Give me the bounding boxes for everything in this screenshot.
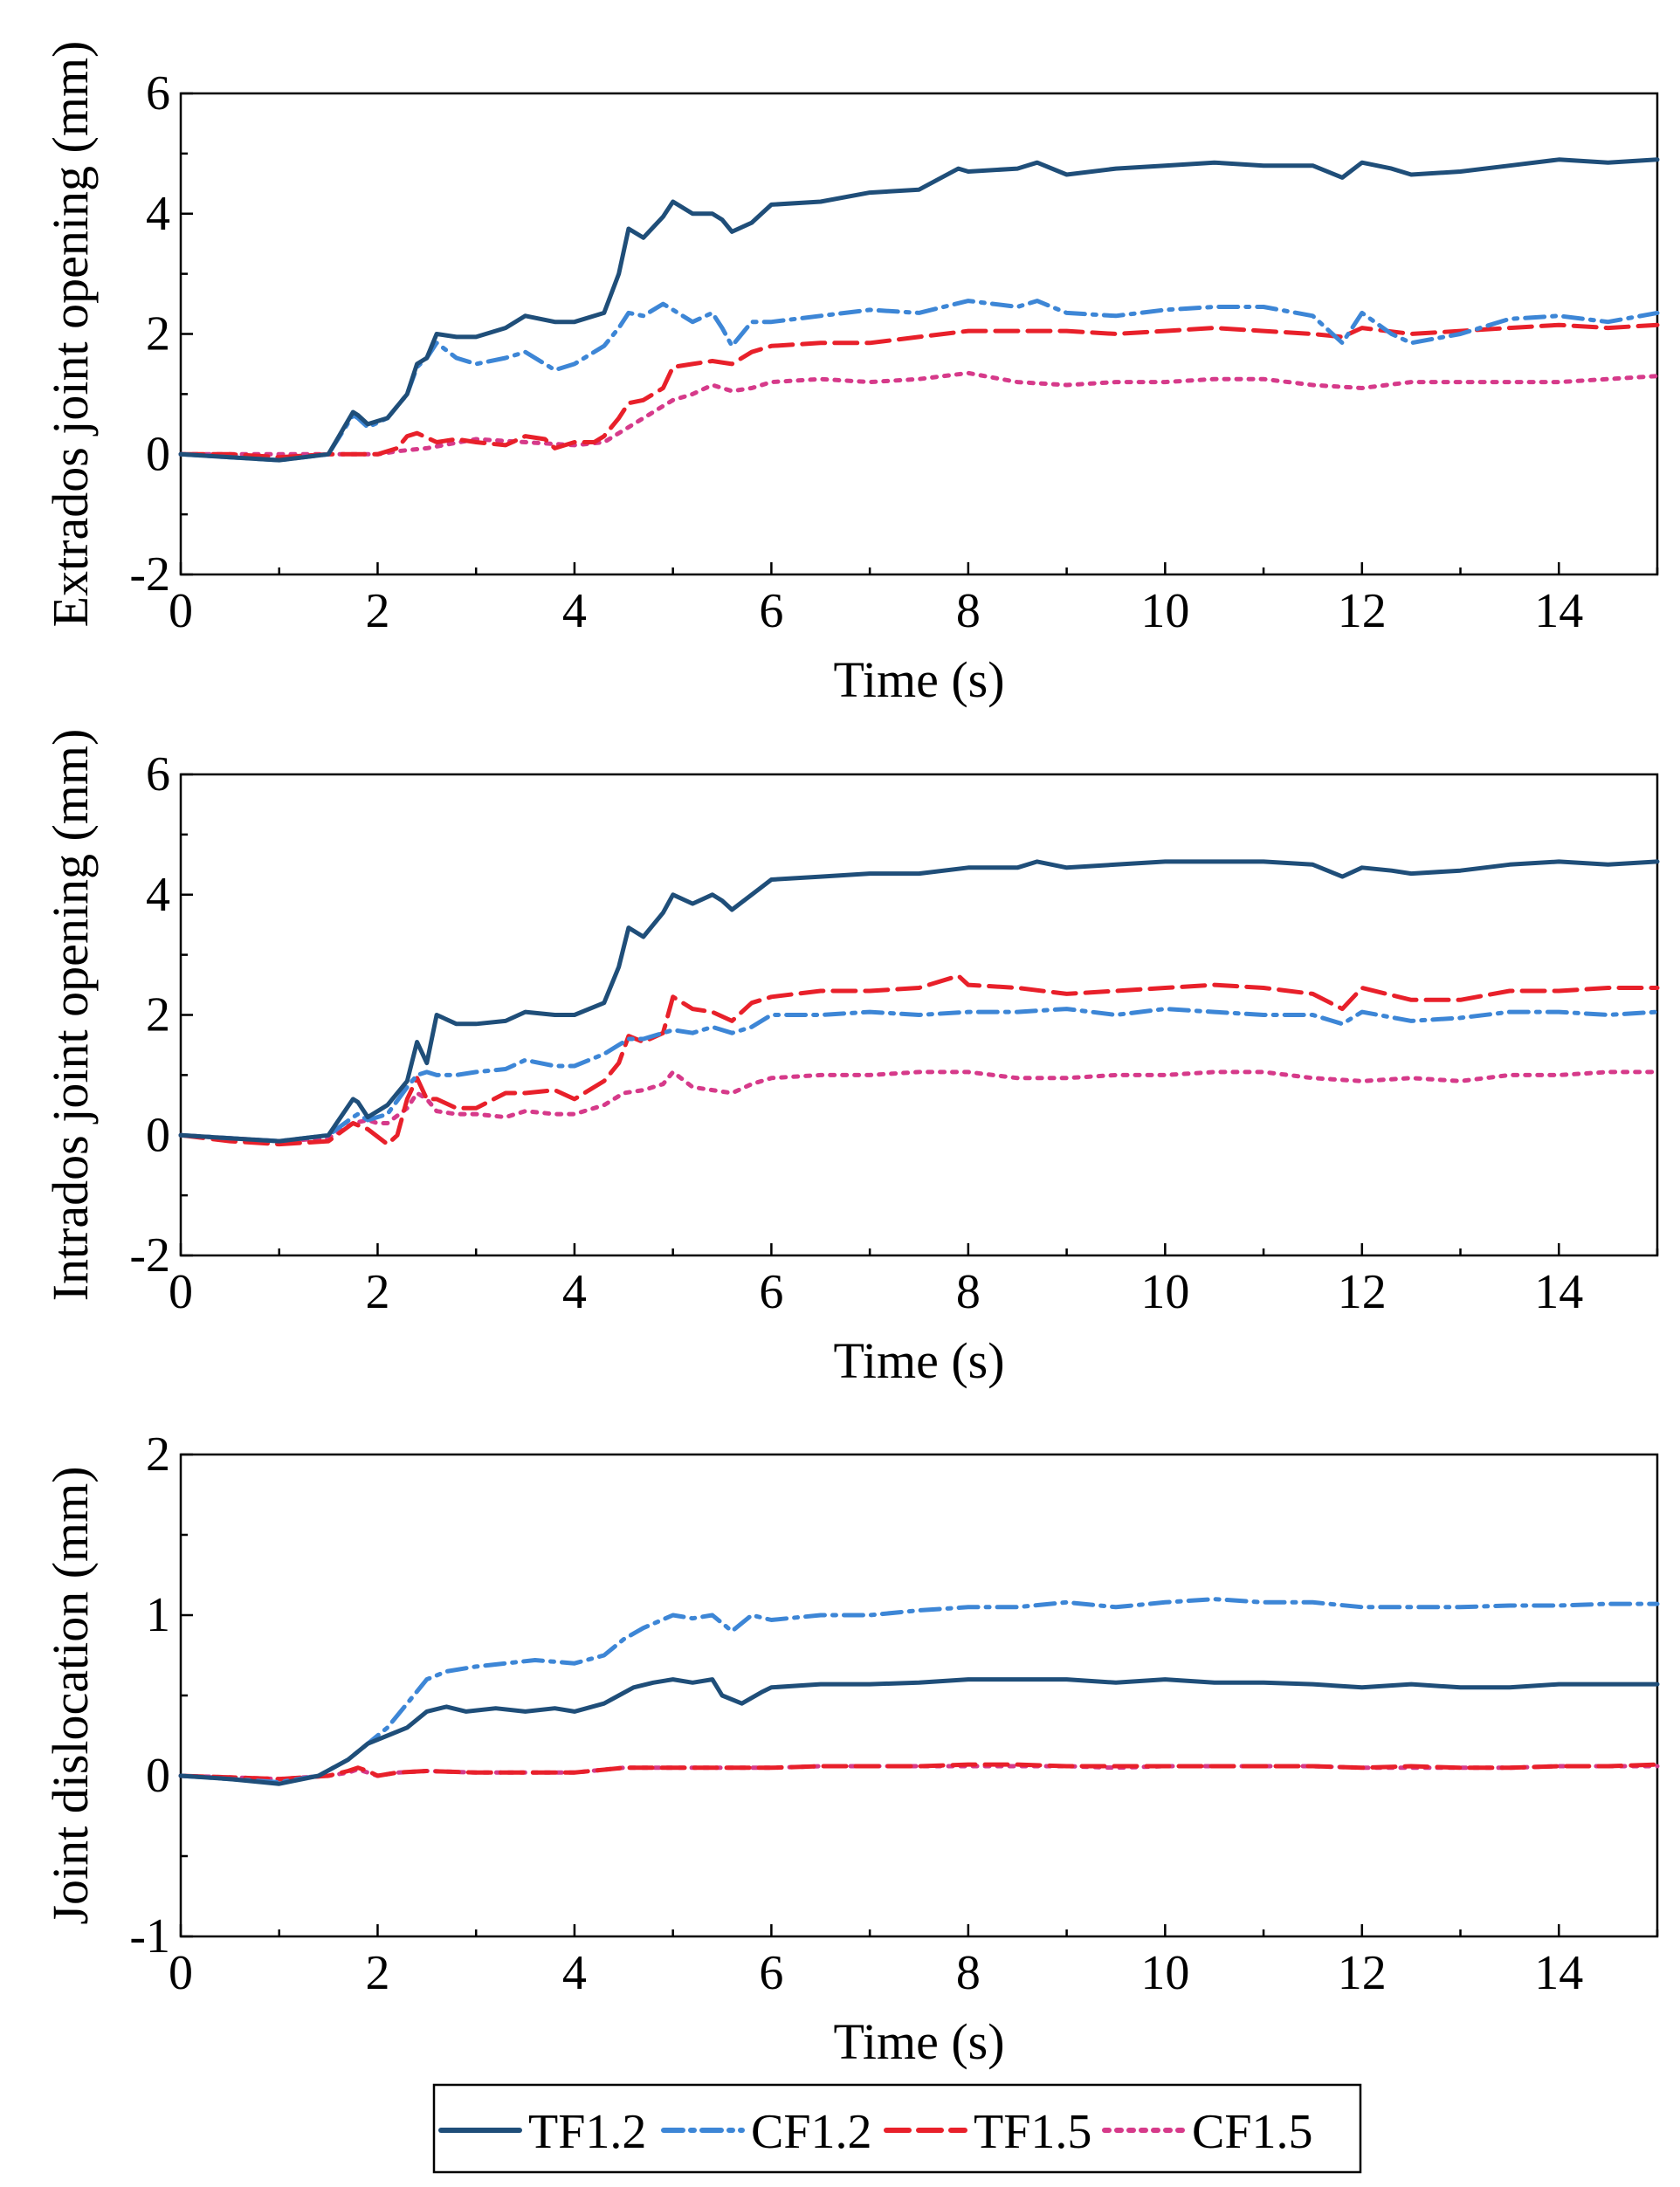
y-tick-label: 6 [146,747,170,801]
plot-frame [179,1453,1659,1938]
series-line-cf12 [178,1597,1660,1785]
y-tick-label: 4 [146,187,170,241]
legend-label-cf15: CF1.5 [1192,2105,1313,2159]
series-line-cf12 [178,1007,1660,1144]
legend-label-tf12: TF1.2 [528,2105,646,2159]
legend: TF1.2 CF1.2 TF1.5 CF1.5 [432,2083,1362,2174]
x-tick-label: 10 [1140,584,1189,638]
x-tick-label: 14 [1534,1946,1583,2000]
y-tick-label: 4 [146,868,170,922]
x-tick-label: 2 [365,584,389,638]
legend-label-tf15: TF1.5 [974,2105,1091,2159]
x-tick-label: 0 [169,584,193,638]
y-tick-label: 1 [146,1588,170,1642]
x-tick-label: 4 [562,1946,587,2000]
x-tick-label: 8 [956,1265,981,1319]
x-axis-label: Time (s) [833,651,1004,708]
x-tick-label: 10 [1140,1946,1189,2000]
y-tick-label: -1 [129,1909,170,1963]
y-tick-label: 0 [146,427,170,481]
y-tick-label: -2 [129,547,170,602]
x-tick-label: 12 [1338,1946,1387,2000]
series-line-cf15 [178,1069,1660,1144]
x-axis-label: Time (s) [833,1332,1004,1389]
x-tick-label: 14 [1534,584,1583,638]
x-tick-label: 2 [365,1265,389,1319]
series-line-tf15 [178,322,1660,460]
series-line-cf15 [178,370,1660,457]
series-line-tf12 [178,859,1660,1144]
x-tick-label: 10 [1140,1265,1189,1319]
x-axis-label: Time (s) [833,2013,1004,2070]
y-tick-label: 6 [146,66,170,120]
x-tick-label: 0 [169,1946,193,2000]
series-line-tf15 [178,1762,1660,1782]
x-tick-label: 0 [169,1265,193,1319]
y-tick-label: -2 [129,1228,170,1283]
x-tick-label: 4 [562,1265,587,1319]
x-tick-label: 2 [365,1946,389,2000]
series-line-tf12 [178,157,1660,463]
x-tick-label: 6 [759,1265,783,1319]
y-tick-label: 2 [146,1427,170,1482]
y-tick-label: 2 [146,307,170,361]
y-tick-label: 2 [146,988,170,1042]
legend-label-cf12: CF1.2 [751,2105,872,2159]
y-axis-label: Intrados joint opening (mm) [42,729,99,1302]
x-tick-label: 12 [1338,584,1387,638]
x-tick-label: 6 [759,584,783,638]
y-tick-label: 0 [146,1749,170,1803]
series-line-tf15 [178,973,1660,1147]
y-tick-label: 0 [146,1108,170,1162]
y-axis-label: Extrados joint opening (mm) [42,41,99,628]
series-line-tf12 [178,1677,1660,1786]
x-tick-label: 6 [759,1946,783,2000]
x-tick-label: 14 [1534,1265,1583,1319]
y-axis-label: Joint dislocation (mm) [42,1466,99,1924]
x-tick-label: 12 [1338,1265,1387,1319]
x-tick-label: 8 [956,584,981,638]
x-tick-label: 4 [562,584,587,638]
x-tick-label: 8 [956,1946,981,2000]
